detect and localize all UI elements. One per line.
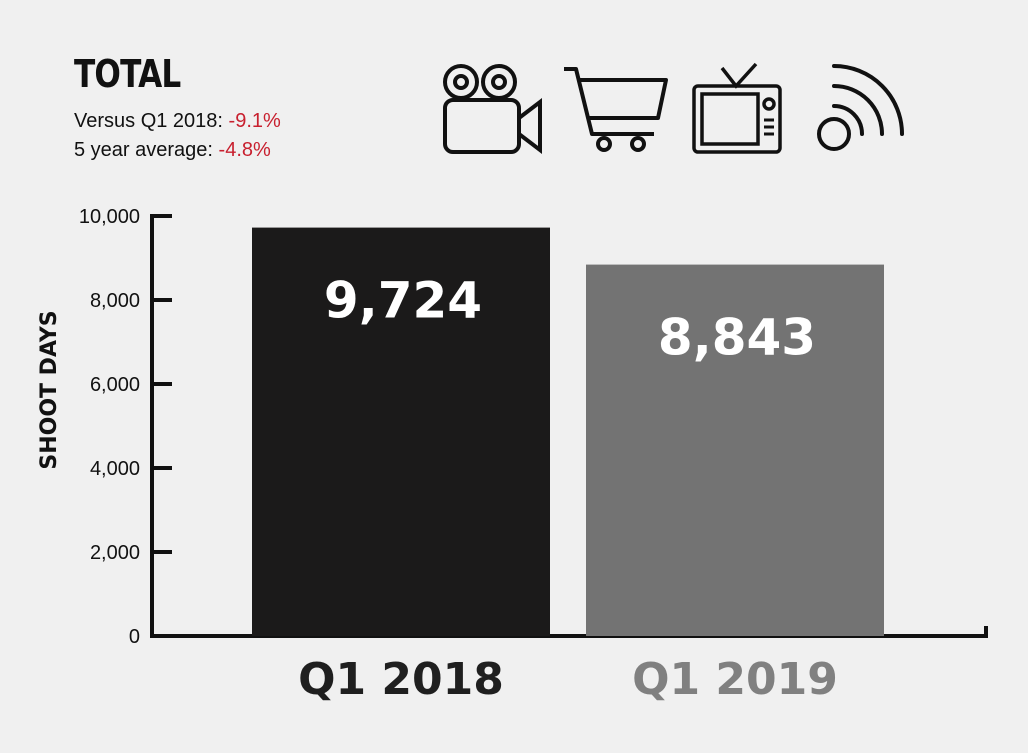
- x-category-label: Q1 2018: [298, 654, 504, 705]
- stat-label: 5 year average:: [74, 139, 219, 161]
- category-icons: [440, 62, 910, 158]
- bar-value-label: 9,724: [324, 272, 482, 330]
- page-title: TOTAL: [74, 52, 181, 96]
- x-category-label: Q1 2019: [632, 654, 838, 705]
- wireless-signal-icon: [817, 64, 904, 151]
- bar-2: [586, 264, 884, 636]
- labels: 9,724 Q1 2018 8,843 Q1 2019: [298, 272, 838, 705]
- stat-label: Versus Q1 2018:: [74, 110, 229, 132]
- y-axis-title: SHOOT DAYS: [37, 310, 62, 469]
- bar-1: [252, 227, 550, 637]
- stat-value: -4.8%: [218, 139, 271, 161]
- y-tick-label: 6,000: [90, 374, 140, 396]
- axes: 0 2,000 4,000 6,000 8,000 10,000 SHOOT DAYS: [37, 206, 988, 648]
- bar-value-label: 8,843: [658, 309, 816, 367]
- stat-value: -9.1%: [228, 110, 281, 132]
- y-tick-label: 0: [129, 626, 140, 648]
- movie-camera-icon: [443, 64, 542, 155]
- shopping-cart-icon: [564, 67, 668, 152]
- bars: [252, 227, 884, 637]
- y-tick-label: 2,000: [90, 542, 140, 564]
- stat-five-year-average: 5 year average: -4.8%: [74, 139, 271, 162]
- stat-versus-q1-2018: Versus Q1 2018: -9.1%: [74, 110, 281, 133]
- y-tick-label: 4,000: [90, 458, 140, 480]
- y-tick-label: 10,000: [79, 206, 140, 228]
- y-tick-label: 8,000: [90, 290, 140, 312]
- television-icon: [692, 62, 782, 154]
